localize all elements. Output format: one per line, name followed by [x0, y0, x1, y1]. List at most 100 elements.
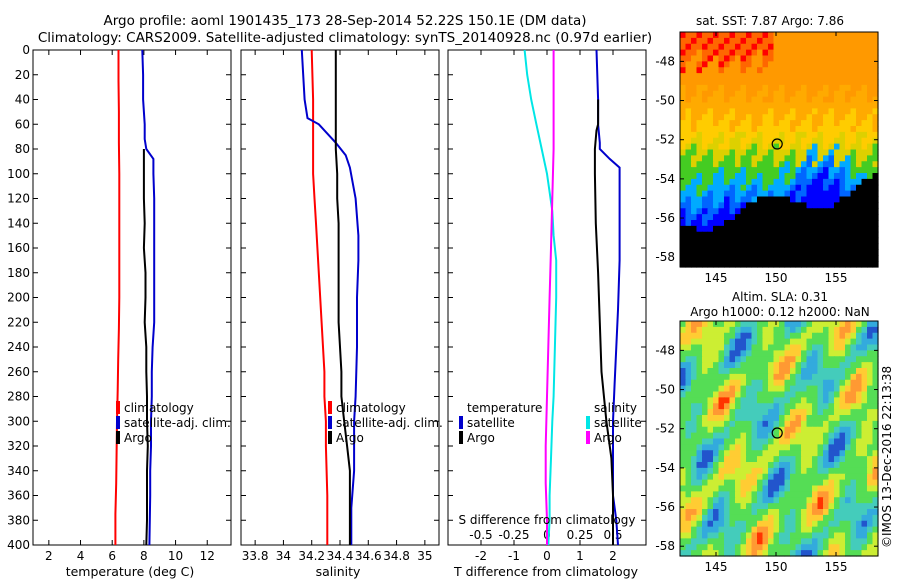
map-cell	[768, 79, 775, 86]
map-cell	[856, 356, 863, 363]
map-cell	[872, 114, 879, 121]
y-tick-label: 380	[7, 513, 30, 527]
map-cell	[707, 167, 714, 174]
map-cell	[707, 143, 714, 151]
map-cell	[768, 190, 775, 198]
map-cell	[707, 509, 714, 516]
map-cell	[696, 544, 703, 551]
map-cell	[856, 231, 863, 239]
map-cell	[696, 202, 703, 209]
map-cell	[845, 61, 852, 68]
map-cell	[861, 356, 868, 363]
map-cell	[790, 420, 797, 428]
map-cell	[856, 332, 863, 340]
map-cell	[768, 155, 775, 162]
map-cell	[839, 391, 846, 398]
map-cell	[795, 456, 802, 463]
map-cell	[702, 32, 709, 39]
map-cell	[845, 49, 852, 57]
map-cell	[867, 397, 874, 404]
map-cell	[729, 120, 736, 127]
map-cell	[779, 261, 786, 268]
map-cell	[828, 520, 835, 528]
map-cell	[718, 467, 725, 475]
map-cell	[680, 497, 687, 504]
map-cell	[790, 55, 797, 62]
map-cell	[702, 73, 709, 80]
map-cell	[856, 397, 863, 404]
map-cell	[762, 202, 769, 209]
map-cell	[691, 409, 698, 416]
map-cell	[691, 509, 698, 516]
map-cell	[746, 220, 753, 227]
map-cell	[724, 356, 731, 363]
temperature-legend: climatology satellite-adj. clim. Argo	[116, 401, 231, 445]
map-cell	[740, 108, 747, 115]
map-cell	[696, 326, 703, 334]
map-cell	[823, 391, 830, 398]
map-cell	[729, 444, 736, 451]
map-cell	[856, 444, 863, 451]
map-cell	[779, 409, 786, 416]
map-cell	[801, 220, 808, 227]
map-cell	[691, 420, 698, 428]
y-tick-label: 200	[7, 291, 30, 305]
map-cell	[856, 243, 863, 250]
map-cell	[746, 108, 753, 115]
map-cell	[872, 84, 879, 92]
map-cell	[729, 202, 736, 209]
map-cell	[856, 385, 863, 393]
map-cell	[790, 173, 797, 180]
map-cell	[680, 356, 687, 363]
map-cell	[806, 544, 813, 551]
map-cell	[680, 526, 687, 534]
map-cell	[861, 120, 868, 127]
map-cell	[724, 96, 731, 104]
map-cell	[746, 373, 753, 381]
map-cell	[834, 420, 841, 428]
map-cell	[735, 491, 742, 498]
map-cell	[806, 503, 813, 510]
map-cell	[735, 426, 742, 434]
map-cell	[762, 102, 769, 109]
map-cell	[718, 509, 725, 516]
map-cell	[768, 225, 775, 233]
map-cell	[817, 102, 824, 109]
map-cell	[729, 532, 736, 539]
map-cell	[740, 131, 747, 139]
map-cell	[724, 155, 731, 162]
map-cell	[856, 479, 863, 487]
map-cell	[872, 520, 879, 528]
map-cell	[850, 356, 857, 363]
map-cell	[779, 397, 786, 404]
map-cell	[751, 432, 758, 440]
map-cell	[680, 338, 687, 346]
map-cell	[740, 49, 747, 57]
map-cell	[773, 538, 780, 545]
map-cell	[735, 344, 742, 351]
map-cell	[702, 255, 709, 262]
map-cell	[856, 368, 863, 375]
map-cell	[773, 79, 780, 86]
map-cell	[828, 155, 835, 162]
map-cell	[806, 344, 813, 351]
map-cell	[762, 37, 769, 45]
map-cell	[680, 444, 687, 451]
map-cell	[713, 143, 720, 151]
map-cell	[861, 391, 868, 398]
map-cell	[795, 143, 802, 151]
map-cell	[751, 231, 758, 239]
map-cell	[685, 514, 692, 522]
map-cell	[856, 544, 863, 551]
map-cell	[850, 90, 857, 98]
map-cell	[784, 473, 791, 481]
map-cell	[768, 544, 775, 551]
map-cell	[718, 61, 725, 68]
map-cell	[779, 108, 786, 115]
map-cell	[718, 350, 725, 357]
map-cell	[861, 385, 868, 393]
map-cell	[691, 137, 698, 145]
map-cell	[751, 184, 758, 192]
map-cell	[691, 550, 698, 557]
map-cell	[867, 344, 874, 351]
